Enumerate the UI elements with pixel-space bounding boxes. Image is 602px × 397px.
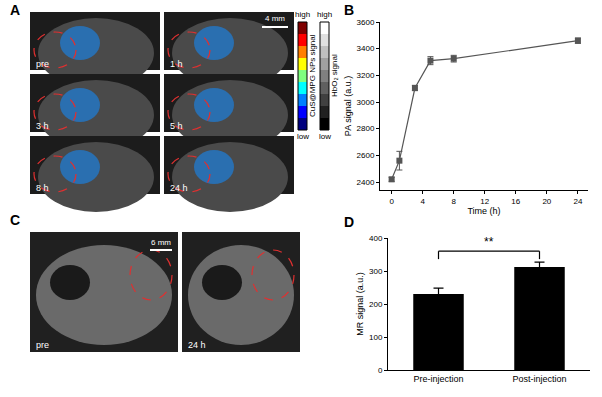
svg-text:2600: 2600 [357, 151, 375, 160]
svg-text:3600: 3600 [357, 18, 375, 27]
svg-text:low: low [297, 132, 309, 141]
svg-text:400: 400 [369, 234, 383, 243]
svg-text:PA signal (a.u.): PA signal (a.u.) [343, 76, 353, 136]
svg-text:Time (h): Time (h) [467, 206, 500, 216]
svg-text:Post-injection: Post-injection [512, 374, 566, 384]
svg-text:8 h: 8 h [36, 183, 49, 193]
svg-text:6 mm: 6 mm [151, 238, 171, 247]
svg-text:MR signal (a.u.): MR signal (a.u.) [355, 272, 365, 336]
svg-text:16: 16 [511, 197, 520, 206]
svg-text:100: 100 [369, 333, 383, 342]
svg-text:pre: pre [36, 340, 49, 350]
svg-text:Pre-injection: Pre-injection [413, 374, 463, 384]
svg-text:C: C [10, 212, 20, 228]
svg-text:8: 8 [452, 197, 457, 206]
svg-text:D: D [344, 214, 354, 230]
svg-text:high: high [317, 10, 332, 19]
svg-text:0: 0 [378, 366, 383, 375]
svg-text:3000: 3000 [357, 98, 375, 107]
svg-text:HbO₂ signal: HbO₂ signal [330, 54, 339, 97]
svg-text:**: ** [484, 235, 494, 249]
svg-text:3400: 3400 [357, 44, 375, 53]
svg-text:2800: 2800 [357, 124, 375, 133]
svg-text:24: 24 [573, 197, 582, 206]
svg-text:high: high [295, 10, 310, 19]
svg-text:20: 20 [542, 197, 551, 206]
svg-text:4 mm: 4 mm [265, 14, 285, 23]
svg-text:4: 4 [420, 197, 425, 206]
svg-text:24 h: 24 h [188, 340, 206, 350]
svg-text:B: B [344, 2, 354, 18]
svg-text:0: 0 [389, 197, 394, 206]
svg-text:3 h: 3 h [36, 121, 49, 131]
svg-text:low: low [319, 132, 331, 141]
svg-text:12: 12 [480, 197, 489, 206]
svg-text:5 h: 5 h [170, 121, 183, 131]
svg-text:1 h: 1 h [170, 59, 183, 69]
svg-text:200: 200 [369, 300, 383, 309]
svg-text:A: A [10, 2, 20, 18]
svg-text:2400: 2400 [357, 178, 375, 187]
svg-text:300: 300 [369, 267, 383, 276]
svg-text:pre: pre [36, 59, 49, 69]
svg-text:CuS@MPG NPs signal: CuS@MPG NPs signal [308, 34, 317, 117]
svg-text:24 h: 24 h [170, 183, 188, 193]
svg-text:3200: 3200 [357, 71, 375, 80]
